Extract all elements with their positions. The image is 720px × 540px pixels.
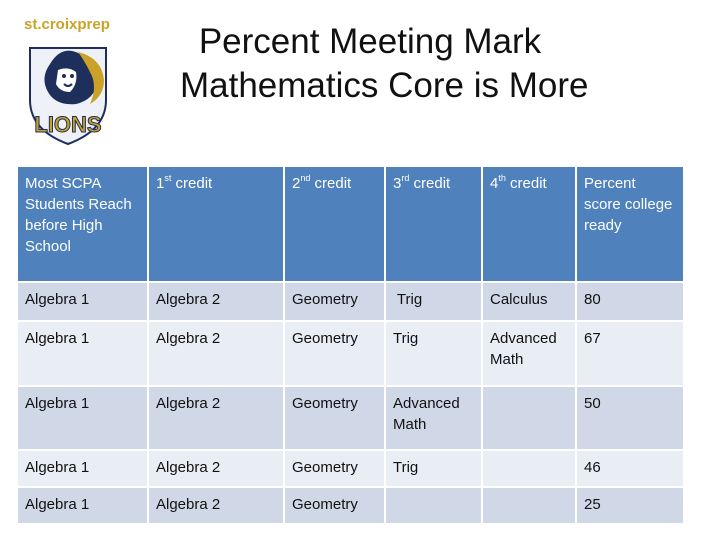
table-cell: Algebra 2 <box>148 282 285 322</box>
table-cell: Calculus <box>482 282 577 322</box>
table-row: Algebra 1 Algebra 2 Geometry Trig Advanc… <box>18 321 685 387</box>
table-cell: 67 <box>576 321 685 387</box>
table-cell: Geometry <box>284 282 386 322</box>
school-logo: st.croixprep LIONS <box>20 16 130 146</box>
table-cell: Algebra 2 <box>148 450 285 488</box>
title-line-1: Percent Meeting Mark <box>198 22 542 61</box>
table-row: Algebra 1 Algebra 2 Geometry Trig 46 <box>18 450 685 488</box>
table-cell: Algebra 1 <box>18 282 149 322</box>
table-cell: 50 <box>576 386 685 451</box>
table-row: Algebra 1 Algebra 2 Geometry 25 <box>18 487 685 525</box>
table-header-cell: Percent score college ready <box>576 167 685 283</box>
logo-mascot-text: LIONS <box>34 112 101 137</box>
title-line-2: Mathematics Core is More <box>180 66 589 105</box>
table-header-cell: 4th credit <box>482 167 577 283</box>
table-cell: Algebra 1 <box>18 450 149 488</box>
table-cell: Trig <box>385 282 483 322</box>
table-cell: Geometry <box>284 386 386 451</box>
table-cell: Advanced Math <box>482 321 577 387</box>
table-cell: 80 <box>576 282 685 322</box>
table-cell <box>482 487 577 525</box>
logo-brand-text: st.croixprep <box>24 16 110 33</box>
table-header-cell: 3rd credit <box>385 167 483 283</box>
table-cell <box>385 487 483 525</box>
table-cell: Trig <box>385 321 483 387</box>
page-title: Percent Meeting Mark Mathematics Core is… <box>180 20 589 108</box>
table-header-cell: 2nd credit <box>284 167 386 283</box>
table-cell: Trig <box>385 450 483 488</box>
table-cell: Algebra 1 <box>18 487 149 525</box>
table-header-cell: Most SCPA Students Reach before High Sch… <box>18 167 149 283</box>
table-cell <box>482 386 577 451</box>
table-cell: Algebra 1 <box>18 386 149 451</box>
table-cell: Algebra 2 <box>148 487 285 525</box>
table-row: Algebra 1 Algebra 2 Geometry Advanced Ma… <box>18 386 685 451</box>
table-cell: 46 <box>576 450 685 488</box>
table-cell: Geometry <box>284 450 386 488</box>
table-cell: 25 <box>576 487 685 525</box>
table-cell: Algebra 2 <box>148 386 285 451</box>
table-cell: Geometry <box>284 487 386 525</box>
table-header-cell: 1st credit <box>148 167 285 283</box>
table-cell: Advanced Math <box>385 386 483 451</box>
course-table: Most SCPA Students Reach before High Sch… <box>18 167 685 525</box>
table-row: Algebra 1 Algebra 2 Geometry Trig Calcul… <box>18 282 685 322</box>
table-cell: Geometry <box>284 321 386 387</box>
table-cell: Algebra 2 <box>148 321 285 387</box>
table-header-row: Most SCPA Students Reach before High Sch… <box>18 167 685 283</box>
table-cell: Algebra 1 <box>18 321 149 387</box>
lion-crest-icon: LIONS <box>29 47 107 146</box>
table-cell <box>482 450 577 488</box>
